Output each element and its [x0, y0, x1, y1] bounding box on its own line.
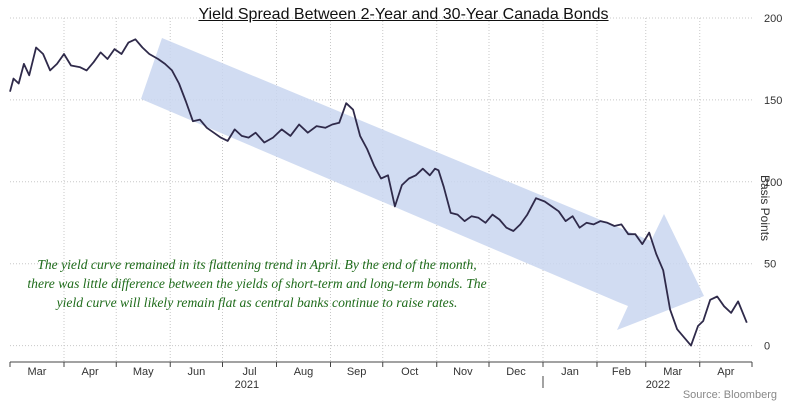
- x-tick-label: Jun: [187, 366, 205, 378]
- x-tick-label: Mar: [28, 366, 47, 378]
- y-axis: 0 50 100 150 200: [764, 13, 782, 353]
- x-year-label: 2022: [646, 379, 670, 391]
- y-tick-label: 50: [764, 259, 776, 271]
- x-tick-label: Jul: [242, 366, 256, 378]
- x-tick-label: Apr: [717, 366, 734, 378]
- trend-arrow: [141, 38, 704, 330]
- y-tick-label: 150: [764, 95, 782, 107]
- x-tick-label: Oct: [401, 366, 418, 378]
- source-note: Source: Bloomberg: [682, 389, 777, 401]
- series-line: [9, 38, 748, 347]
- x-tick-label: Mar: [663, 366, 682, 378]
- x-tick-label: Dec: [506, 366, 526, 378]
- x-tick-label: Jan: [561, 366, 579, 378]
- x-tick-label: Nov: [453, 366, 473, 378]
- x-tick-label: Aug: [294, 366, 314, 378]
- x-year-label: 2021: [235, 379, 259, 391]
- x-tick-label: May: [133, 366, 154, 378]
- x-tick-label: Apr: [82, 366, 99, 378]
- chart-title: Yield Spread Between 2-Year and 30-Year …: [198, 6, 609, 23]
- y-tick-label: 200: [764, 13, 782, 25]
- x-axis: Mar Apr May Jun Jul Aug Sep Oct Nov Dec Jan Feb Mar A…: [9, 361, 753, 391]
- y-tick-label: 100: [764, 177, 782, 189]
- x-tick-label: Sep: [347, 366, 367, 378]
- y-tick-label: 0: [764, 341, 770, 353]
- y-axis-label: Basis Points: [758, 175, 772, 242]
- annotation-text: The yield curve remained in its flatteni…: [27, 257, 487, 310]
- x-tick-label: Feb: [612, 366, 631, 378]
